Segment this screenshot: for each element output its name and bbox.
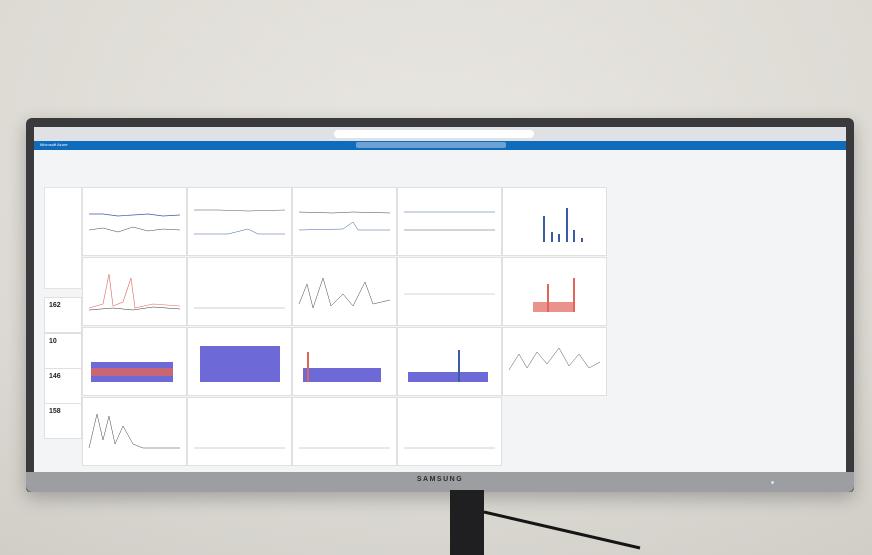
chart-tile[interactable]: [292, 397, 397, 466]
chart-tile[interactable]: [397, 397, 502, 466]
line-chart: [298, 277, 391, 309]
metric-tile[interactable]: 162: [44, 297, 82, 333]
line-chart: [299, 447, 390, 449]
line-chart: [194, 209, 286, 235]
bar-chart: [303, 352, 381, 382]
monitor-screen: Microsoft Azure 162 10 146 158: [34, 127, 846, 473]
chart-tile[interactable]: [397, 257, 502, 326]
line-chart: [508, 347, 601, 371]
metric-tile[interactable]: 146: [44, 368, 82, 404]
line-chart: [298, 211, 391, 231]
chart-tile[interactable]: [187, 397, 292, 466]
browser-toolbar: [34, 127, 846, 141]
chart-tile[interactable]: [187, 257, 292, 326]
chart-tile[interactable]: [82, 187, 187, 256]
chart-tile[interactable]: [292, 257, 397, 326]
chart-tile[interactable]: [82, 397, 187, 466]
stacked-bar-chart: [91, 362, 173, 382]
app-title[interactable]: Microsoft Azure: [40, 142, 68, 147]
metric-value: 10: [49, 338, 57, 345]
search-input[interactable]: [356, 142, 506, 148]
bar-chart: [533, 278, 575, 312]
chart-tile[interactable]: [82, 257, 187, 326]
monitor-stand: [450, 490, 484, 555]
chart-tile[interactable]: [82, 327, 187, 396]
monitor-chin: SAMSUNG: [26, 472, 854, 492]
line-chart: [88, 273, 181, 311]
power-led-icon: [771, 481, 774, 484]
monitor-brand: SAMSUNG: [416, 476, 464, 483]
line-chart: [404, 293, 495, 295]
bar-chart: [408, 350, 488, 382]
chart-tile[interactable]: [502, 327, 607, 396]
chart-tile[interactable]: [502, 257, 607, 326]
chart-tile[interactable]: [292, 327, 397, 396]
metric-value: 158: [49, 408, 61, 415]
chart-tile[interactable]: [187, 187, 292, 256]
line-chart: [88, 213, 181, 233]
chart-tile[interactable]: [502, 187, 607, 256]
metric-value: 162: [49, 302, 61, 309]
line-chart: [404, 447, 495, 449]
dashboard-sidebar: [44, 187, 82, 289]
azure-top-bar: Microsoft Azure: [34, 141, 846, 150]
line-chart: [88, 413, 180, 449]
chart-tile[interactable]: [187, 327, 292, 396]
chart-tile[interactable]: [292, 187, 397, 256]
line-chart: [404, 211, 495, 231]
bar-chart: [200, 346, 280, 382]
bar-chart: [543, 208, 583, 242]
metric-value: 146: [49, 373, 61, 380]
line-chart: [194, 307, 285, 309]
line-chart: [194, 447, 285, 449]
metric-tile[interactable]: 158: [44, 403, 82, 439]
address-bar[interactable]: [334, 130, 534, 138]
chart-tile[interactable]: [397, 187, 502, 256]
chart-tile[interactable]: [397, 327, 502, 396]
